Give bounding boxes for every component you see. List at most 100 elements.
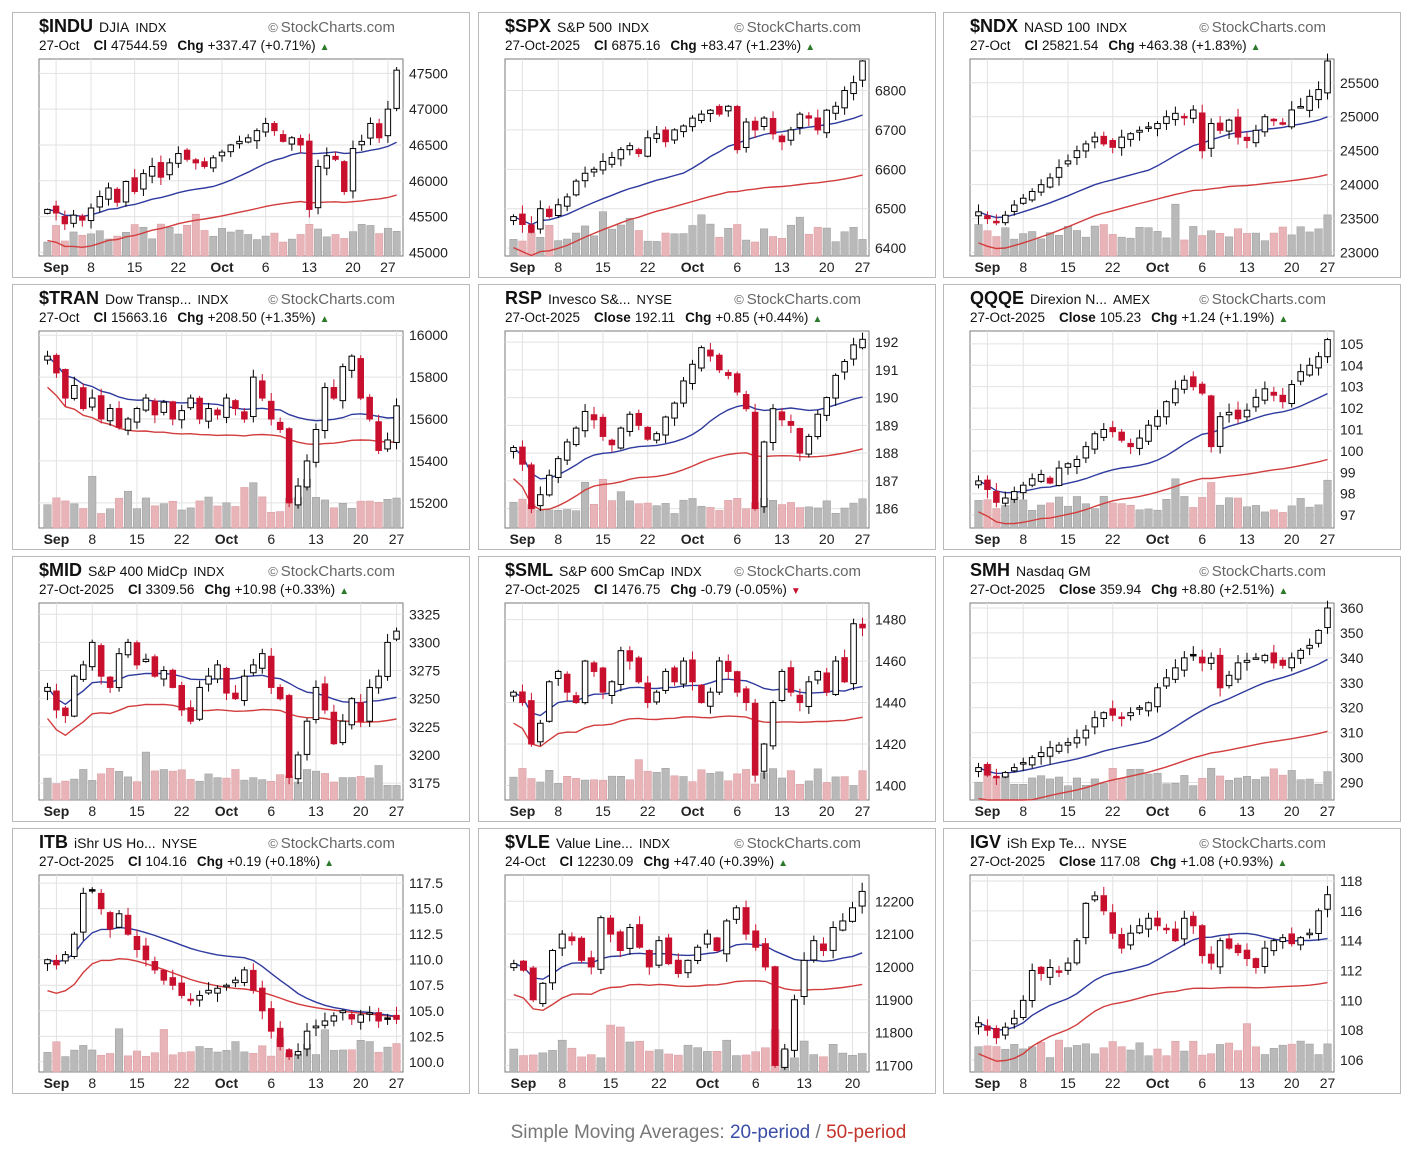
candle-body [707, 349, 714, 357]
candle [778, 133, 786, 151]
chart-panel[interactable]: 16000 15800 15600 15400 15200 Sep 8 15 22 Oct 6 13 2… [12, 284, 470, 550]
candle [1154, 683, 1161, 713]
close-value: 47544.59 [111, 38, 168, 53]
close-label: Cl [93, 38, 108, 53]
volume-bar [567, 1047, 577, 1073]
candle [1109, 904, 1116, 940]
volume-bar [586, 1054, 596, 1073]
candle [1279, 933, 1287, 949]
copyright-icon: © [268, 20, 278, 35]
chart-panel[interactable]: 6800 6700 6600 6500 6400 Sep 8 15 22 Oct 6 13 20 27 $S… [478, 12, 936, 278]
candle [689, 651, 696, 691]
volume-bar [270, 232, 279, 257]
volume-bar [1305, 231, 1314, 257]
chart-panel[interactable]: 117.5 115.0 112.5 110.0 107.5 105.0 102.5 100.0… [12, 828, 470, 1094]
volume-bar [563, 509, 572, 529]
volume-bar [697, 505, 706, 529]
volume-bar [222, 777, 231, 801]
sma20-legend: 20-period [729, 1122, 811, 1143]
x-tick-label: 8 [88, 803, 96, 819]
candle-body [707, 109, 714, 115]
candle-body [187, 707, 194, 722]
volume-bar [347, 1049, 356, 1073]
chg-label: Chg [196, 854, 224, 869]
volume-bar [159, 1029, 168, 1073]
volume-bar [1234, 497, 1243, 529]
candle [1279, 657, 1287, 669]
chart-panel[interactable]: 118 116 114 112 110 108 106 Sep 8 15 22 Oct 6 13 20 27 I… [943, 828, 1401, 1094]
candle-body [778, 411, 786, 421]
y-tick-label: 99 [1340, 464, 1356, 480]
volume-bar [1251, 779, 1260, 801]
candle-body [554, 204, 562, 216]
volume-bar [813, 507, 822, 529]
chart-panel[interactable]: 3325 3300 3275 3250 3225 3200 3175 Sep 8 15 22 Oct 6… [12, 556, 470, 822]
volume-bar [258, 496, 267, 529]
volume-bar [1126, 1049, 1135, 1073]
x-tick-label: 13 [1239, 259, 1255, 275]
volume-bar [1046, 502, 1055, 529]
candle-body [1091, 136, 1099, 143]
candle-body [1198, 383, 1206, 394]
candle [1216, 116, 1224, 134]
candle [1190, 371, 1197, 391]
candle [1172, 659, 1179, 684]
chart-panel[interactable]: 12200 12100 12000 11900 11800 11700 Sep 8 15 22 Oc… [478, 828, 936, 1094]
candle [223, 393, 230, 424]
y-tick-label: 102.5 [409, 1028, 444, 1044]
candle-body [178, 410, 185, 421]
candle-body [1046, 477, 1054, 484]
chart-panel[interactable]: 360 350 340 330 320 310 300 290 Sep 8 15 22 Oct 6 13 20… [943, 556, 1401, 822]
candle [510, 445, 517, 459]
candle [519, 440, 526, 471]
chart-panel[interactable]: 1480 1460 1440 1420 1400 Sep 8 15 22 Oct 6 13 20 27 $S… [478, 556, 936, 822]
candle-body [271, 123, 278, 132]
volume-bar [1019, 499, 1028, 529]
candle [850, 618, 857, 691]
chart-panel[interactable]: 25500 25000 24500 24000 23500 23000 Sep 8 15 22 Oc… [943, 12, 1401, 278]
candle [358, 134, 365, 151]
volume-bar [231, 769, 240, 801]
candle-body [276, 1027, 284, 1047]
candle [175, 146, 182, 168]
candle-body [1297, 649, 1304, 659]
candle-body [142, 397, 150, 411]
candle-body [790, 999, 798, 1051]
candle-body [358, 140, 365, 146]
volume-bar [670, 513, 679, 529]
candle [330, 379, 338, 401]
y-tick-label: 45000 [409, 244, 448, 260]
chart-panel[interactable]: 105 104 103 102 101 100 99 98 97 Sep 8 15 22 Oct 6 13 20… [943, 284, 1401, 550]
volume-bar [1108, 768, 1117, 801]
volume-bar [1001, 774, 1010, 801]
watermark: © StockCharts.com [268, 563, 395, 580]
candle-body [1019, 762, 1027, 765]
candle-body [599, 160, 607, 171]
volume-bar [1171, 1040, 1180, 1073]
price-summary: 27-Oct-2025 Cl 1476.75 Chg -0.79 (-0.05%) ▼ [505, 582, 801, 597]
candle [1046, 173, 1054, 189]
volume-bar [150, 1052, 159, 1073]
volume-bar [374, 501, 383, 529]
chart-panel[interactable]: 192 191 190 189 188 187 186 Sep 8 15 22 Oct 6 13 20 27 R… [478, 284, 936, 550]
volume-bar [683, 1044, 693, 1073]
volume-bar [305, 224, 314, 257]
candle [393, 398, 400, 450]
candle [259, 980, 266, 1020]
candle-body [608, 681, 616, 696]
x-tick-label: Oct [1146, 803, 1170, 819]
candle-body [674, 959, 682, 974]
candle-body [1136, 129, 1143, 133]
volume-bar [329, 507, 338, 529]
chart-panel[interactable]: 47500 47000 46500 46000 45500 45000 Sep 8 15 22 Oc… [12, 12, 470, 278]
volume-bar [1019, 1048, 1028, 1073]
candle [742, 686, 750, 711]
x-tick-label: 6 [267, 531, 275, 547]
candle-body [713, 937, 721, 952]
volume-bar [974, 781, 983, 801]
candle-body [1064, 160, 1072, 165]
candle-body [616, 931, 624, 952]
volume-bar [222, 502, 231, 529]
volume-bar [1269, 768, 1278, 801]
volume-bar [1296, 1040, 1305, 1073]
